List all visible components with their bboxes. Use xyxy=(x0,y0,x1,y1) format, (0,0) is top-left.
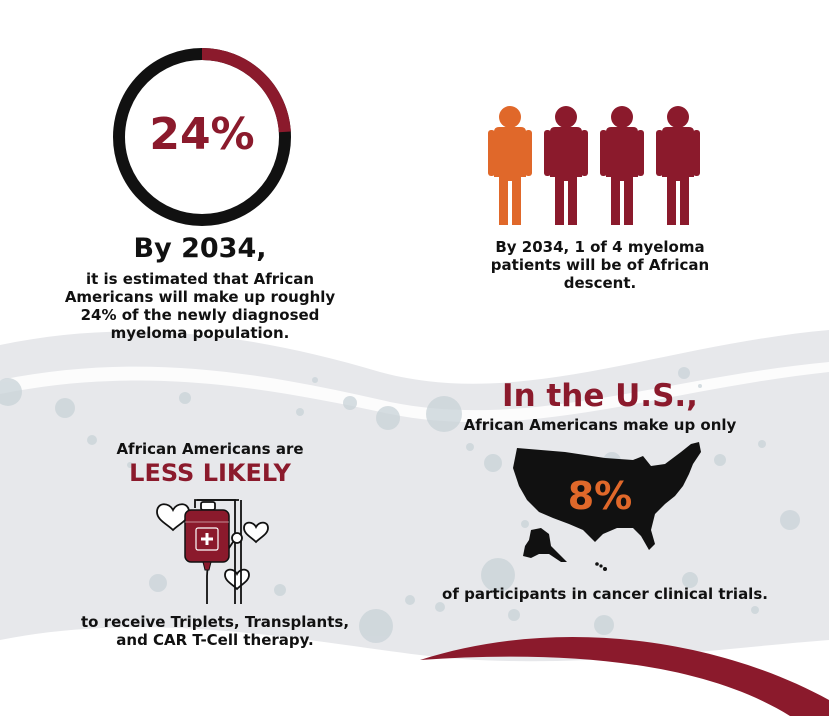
ring-percent-label: 24% xyxy=(149,109,255,160)
ring-description-line: Americans will make up roughly xyxy=(64,288,336,306)
person-icon xyxy=(600,106,644,225)
heart-icon xyxy=(243,521,269,544)
heart-icon xyxy=(224,568,250,591)
percentage-ring xyxy=(113,48,291,226)
less-likely-description-line: to receive Triplets, Transplants, xyxy=(80,613,350,631)
ring-description-line: 24% of the newly diagnosed xyxy=(80,306,320,324)
white-wave-stripe xyxy=(0,362,829,423)
less-likely-description: to receive Triplets, Transplants, and CA… xyxy=(50,613,380,649)
person-icon xyxy=(544,106,588,225)
alaska-shape xyxy=(523,528,567,562)
less-likely-emphasis: LESS LIKELY xyxy=(129,459,291,487)
plus-icon xyxy=(195,527,219,551)
us-subheading: African Americans make up only xyxy=(463,416,737,434)
people-description-line: patients will be of African xyxy=(490,256,710,274)
us-description: of participants in cancer clinical trial… xyxy=(442,585,768,603)
person-icon xyxy=(488,106,532,225)
maroon-bottom-wave xyxy=(420,636,829,716)
ring-progress-arc xyxy=(113,48,291,226)
people-description: By 2034, 1 of 4 myeloma patients will be… xyxy=(450,238,750,292)
less-likely-description-line: and CAR T-Cell therapy. xyxy=(116,631,314,649)
heart-icon xyxy=(156,503,190,532)
people-description-line: By 2034, 1 of 4 myeloma xyxy=(495,238,705,256)
person-icon xyxy=(656,106,700,225)
gray-wave-band xyxy=(0,330,829,716)
contiguous-us-shape xyxy=(513,442,701,550)
iv-blood-bag-icon xyxy=(156,499,269,604)
year-heading: By 2034, xyxy=(133,233,267,264)
people-icon-group xyxy=(488,106,700,225)
hawaii-shape xyxy=(595,562,607,571)
map-percent-label: 8% xyxy=(567,474,633,518)
us-map-icon xyxy=(513,442,701,571)
people-description-line: descent. xyxy=(563,274,637,292)
ring-description: it is estimated that African Americans w… xyxy=(40,270,360,342)
white-bottom-wave xyxy=(0,627,829,716)
less-likely-intro: African Americans are xyxy=(116,440,304,458)
ring-description-line: myeloma population. xyxy=(110,324,290,342)
us-heading: In the U.S., xyxy=(502,378,698,414)
ring-description-line: it is estimated that African xyxy=(85,270,315,288)
